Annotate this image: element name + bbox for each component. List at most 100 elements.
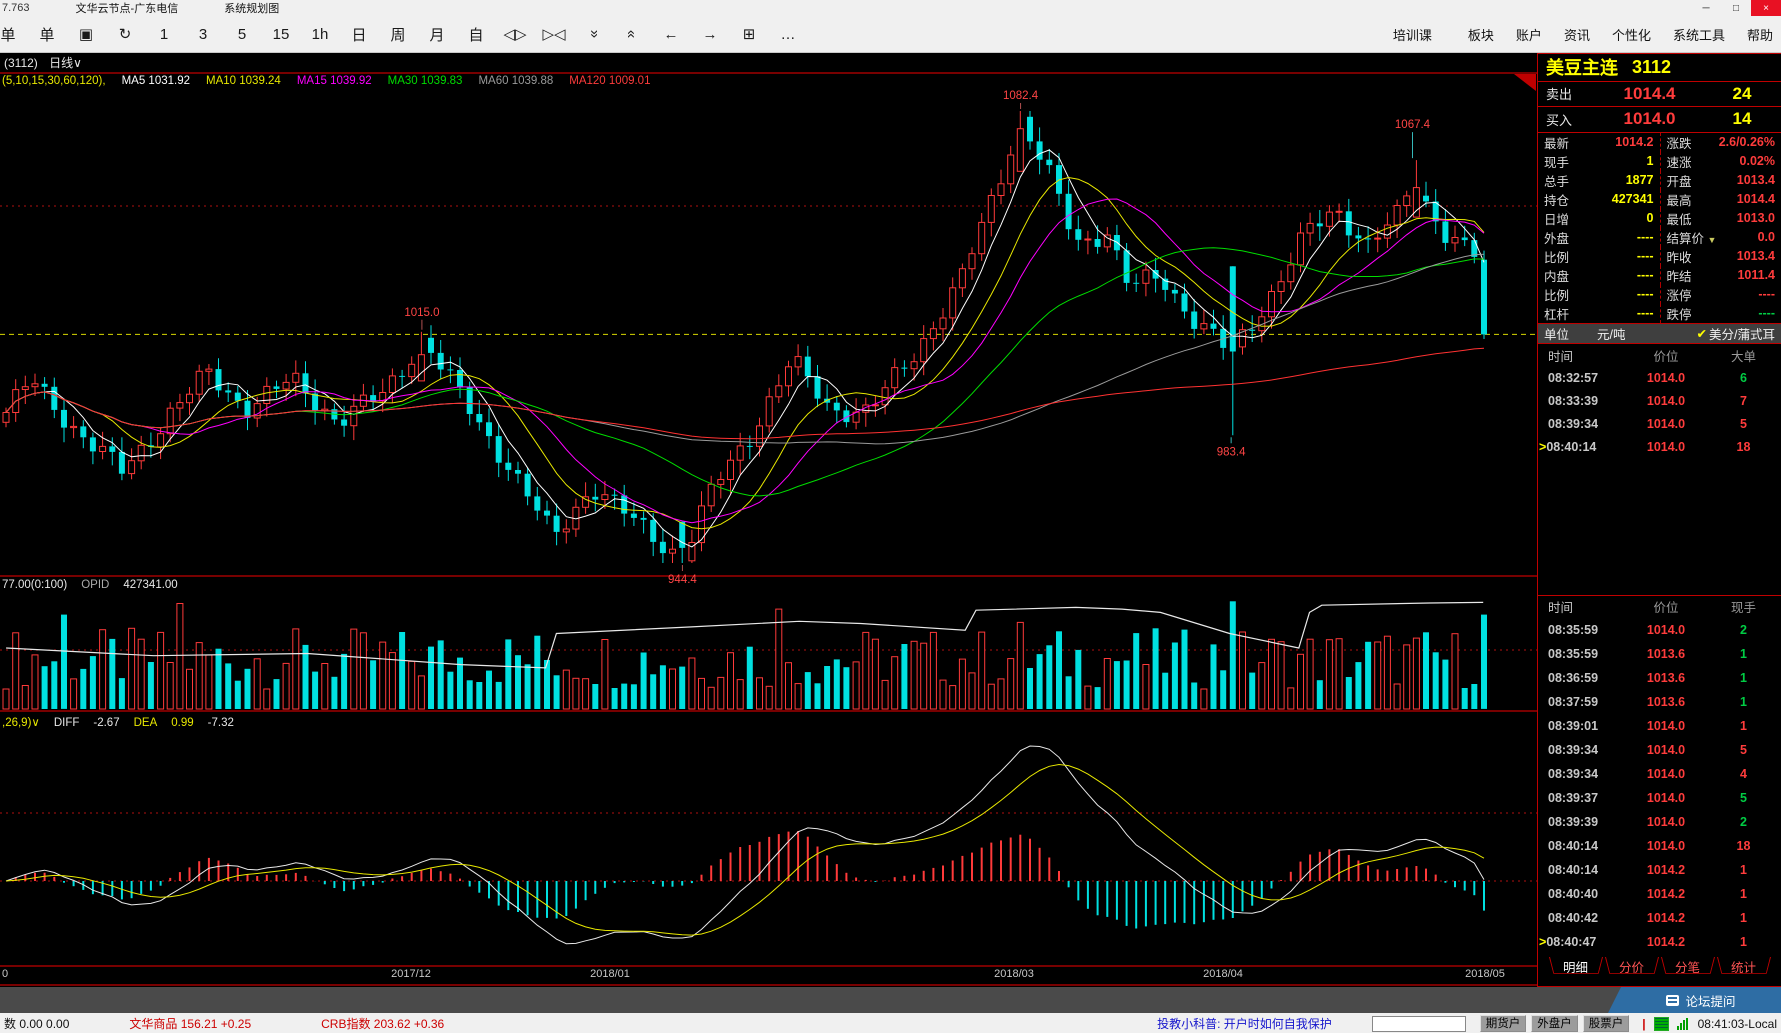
tab-分笔[interactable]: 分笔 [1661,957,1715,977]
period-week-icon[interactable]: 周 [390,26,406,44]
quote-grid-row: 现手 1 速涨 0.02% [1538,151,1781,171]
period-custom-icon[interactable]: 自 [468,26,484,44]
trade-row[interactable]: 08:35:59 1013.6 1 [1548,646,1747,661]
ma10-line [5,176,1485,530]
minimize-button[interactable]: ─ [1702,2,1710,14]
toolbar-menu: 培训课 板块 账户 资讯 个性化 系统工具 帮助 [1393,16,1773,52]
volume-bars [2,601,1487,710]
expand-icon[interactable]: ▷◁ [542,26,566,43]
forum-button[interactable]: 论坛提问 [1608,987,1781,1013]
menu-item-4[interactable]: 个性化 [1611,27,1651,43]
detail-tabs: 明细 分价 分笔 统计 [1538,954,1781,986]
close-button[interactable]: × [1751,0,1781,16]
trade-row[interactable]: 08:39:34 1014.0 5 [1548,742,1747,757]
svg-text:944.4: 944.4 [668,574,697,586]
save-icon[interactable]: ▣ [78,26,94,43]
trade-row[interactable]: 08:39:34 1014.0 4 [1548,766,1747,781]
trade-row[interactable]: >08:40:14 1014.0 18 [1539,439,1751,454]
period-month-icon[interactable]: 月 [429,26,445,44]
quote-cell: 昨收 1013.4 [1659,246,1781,266]
maximize-button[interactable]: □ [1732,2,1740,14]
period-1min-icon[interactable]: 1 [159,25,169,43]
quote-cell: 涨停 ---- [1659,284,1781,304]
quote-cell: 内盘 ---- [1544,268,1654,284]
tab-分价[interactable]: 分价 [1605,957,1659,977]
tab-统计[interactable]: 统计 [1717,957,1771,977]
menu-item-1[interactable]: 板块 [1467,27,1494,43]
bid-row[interactable]: 买入 1014.0 14 [1538,107,1781,133]
order-panel-icon[interactable]: 单 [39,26,55,44]
chart-title[interactable]: (3112) 日线∨ [4,54,82,71]
trade-row[interactable]: 08:35:59 1014.0 2 [1548,622,1747,637]
trade-row[interactable]: 08:39:34 1014.0 5 [1548,416,1747,431]
scroll-left-icon[interactable]: ← [663,25,679,43]
account-button-0[interactable]: 期货户 [1479,1015,1527,1032]
trade-row[interactable]: 08:40:14 1014.2 1 [1548,862,1747,877]
window-controls: ─ □ × [1691,0,1781,16]
account-button-1[interactable]: 外盘户 [1531,1015,1578,1032]
trade-row[interactable]: 08:40:14 1014.0 18 [1548,838,1751,853]
window-titlebar: 7.763 文华云节点-广东电信 系统规划图 ─ □ × [0,0,1781,16]
indicator-label: DEA [133,717,158,729]
account-button-2[interactable]: 股票户 [1582,1015,1630,1032]
period-selector[interactable]: 日线∨ [49,56,82,70]
trade-row[interactable]: 08:32:57 1014.0 6 [1548,370,1747,385]
scroll-right-icon[interactable]: → [702,25,718,43]
trade-row[interactable]: 08:37:59 1013.6 1 [1548,694,1747,709]
quote-cell: 总手 1877 [1544,173,1654,189]
quote-cell: 昨结 1011.4 [1659,265,1781,285]
period-5min-icon[interactable]: 5 [237,25,247,43]
quote-grid-row: 总手 1877 开盘 1013.4 [1538,170,1781,190]
trade-row[interactable]: 08:33:39 1014.0 7 [1548,393,1747,408]
period-15min-icon[interactable]: 15 [272,25,290,43]
indicator-label: DIFF [53,717,80,729]
trade-row[interactable]: 08:36:59 1013.6 1 [1548,670,1747,685]
chart-area[interactable]: (3112) 日线∨ (5,10,15,30,60,120), MA5 1031.… [0,53,1537,987]
page-down-icon[interactable]: « [584,29,602,39]
menu-item-5[interactable]: 系统工具 [1672,27,1725,43]
bottom-strip: 论坛提问 [0,987,1781,1013]
menu-item-6[interactable]: 帮助 [1746,27,1773,43]
price-chart[interactable]: 1082.4 1067.4 1015.0 983.4 944.4 [0,53,1537,987]
menu-item-3[interactable]: 资讯 [1563,27,1590,43]
indicator-label: 0.99 [171,717,194,729]
period-3min-icon[interactable]: 3 [198,25,208,43]
tab-明细[interactable]: 明细 [1549,957,1603,977]
trade-row[interactable]: 08:39:01 1014.0 1 [1548,718,1747,733]
ask-row[interactable]: 卖出 1014.4 24 [1538,82,1781,108]
trade-row[interactable]: >08:40:47 1014.2 1 [1539,934,1747,949]
trade-row[interactable]: 08:40:42 1014.2 1 [1548,910,1747,925]
more-icon[interactable]: … [780,25,796,43]
quick-search-input[interactable] [1371,1015,1466,1032]
x-axis-label: 2017/12 [391,968,431,980]
period-day-icon[interactable]: 日 [351,26,367,44]
quote-cell: 比例 ---- [1544,249,1654,265]
compress-icon[interactable]: ◁▷ [503,26,527,43]
bid-label: 买入 [1546,112,1573,128]
x-axis-label: 0 [1,968,9,980]
clock: 08:41:03-Local [1697,1016,1777,1031]
indicator-label: MA10 1039.24 [206,75,281,87]
order-ticket-icon[interactable]: 单 [0,26,16,44]
macd-indicator-row: ,26,9)∨ DIFF -2.67 DEA 0.99 -7.32 [2,715,248,729]
svg-text:1015.0: 1015.0 [404,307,439,319]
crb-index: CRB指数 203.62 +0.36 [321,1017,445,1031]
bid-qty: 14 [1732,109,1752,129]
refresh-icon[interactable]: ↻ [118,26,132,43]
trade-row[interactable]: 08:40:40 1014.2 1 [1548,886,1747,901]
layout-grid-icon[interactable]: ⊞ [742,26,756,43]
menu-item-0[interactable]: 培训课 [1392,27,1432,43]
panel-resize-marker [1514,74,1536,91]
page-up-icon[interactable]: « [623,29,641,39]
period-1h-icon[interactable]: 1h [311,25,329,43]
forum-label: 论坛提问 [1685,994,1736,1009]
trade-row[interactable]: 08:39:37 1014.0 5 [1548,790,1747,805]
candles [2,111,1487,563]
svg-text:1067.4: 1067.4 [1395,119,1431,131]
indicator-label: (5,10,15,30,60,120), [2,75,106,87]
x-axis-label: 2018/04 [1203,968,1243,980]
unit-row[interactable]: 单位 元/吨 ✔ 美分/蒲式耳 [1538,323,1781,345]
menu-item-2[interactable]: 账户 [1515,27,1542,43]
x-axis-label: 2018/01 [590,968,630,980]
trade-row[interactable]: 08:39:39 1014.0 2 [1548,814,1747,829]
